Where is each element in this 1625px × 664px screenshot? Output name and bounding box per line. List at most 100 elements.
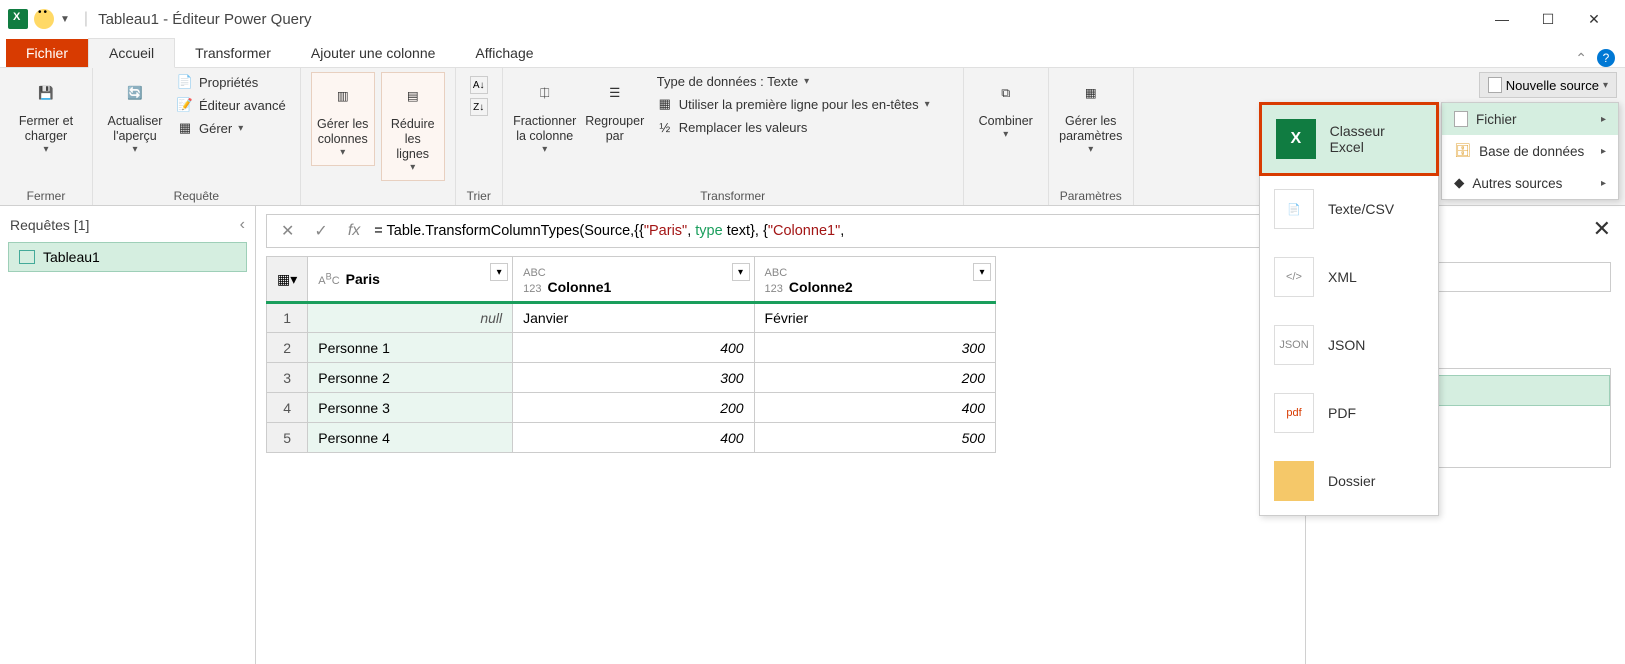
qat-dropdown-icon[interactable]: ▼ [60,14,70,25]
group-query-label: Requête [103,187,290,203]
submenu-file[interactable]: Fichier ▸ [1442,103,1618,135]
source-text-csv[interactable]: 📄 Texte/CSV [1260,175,1438,243]
properties-button[interactable]: 📄Propriétés [173,72,290,92]
document-icon [1488,77,1502,93]
rows-icon: ▤ [396,79,430,113]
manage-icon: ▦ [177,120,193,136]
replace-icon: ½ [657,119,673,135]
smiley-icon[interactable] [34,9,54,29]
group-columns: ▥ Gérer les colonnes ▾ ▤ Réduire les lig… [301,68,456,205]
cancel-formula-icon[interactable]: ✕ [275,221,300,241]
tab-add-column[interactable]: Ajouter une colonne [291,39,456,67]
table-icon: ▦ [657,96,673,112]
new-source-submenu: Fichier ▸ 🗄Base de données ▸ ◆Autres sou… [1441,102,1619,200]
refresh-icon: 🔄 [118,76,152,110]
manage-button[interactable]: ▦Gérer ▾ [173,118,290,138]
filter-dropdown-icon[interactable]: ▾ [973,263,991,281]
submenu-other[interactable]: ◆Autres sources ▸ [1442,167,1618,199]
reduce-rows-label: Réduire les lignes [386,117,440,162]
source-folder[interactable]: Dossier [1260,447,1438,515]
window-title: Tableau1 - Éditeur Power Query [98,11,311,28]
source-excel-workbook[interactable]: X Classeur Excel [1259,102,1439,176]
collapse-ribbon-icon[interactable]: ⌃ [1575,50,1587,67]
grid-row[interactable]: 4 Personne 3 200 400 [267,393,996,423]
minimize-button[interactable]: — [1479,3,1525,35]
split-icon: ⎅ [528,76,562,110]
refresh-preview-button[interactable]: 🔄 Actualiser l'aperçu ▾ [103,72,167,160]
excel-app-icon [8,9,28,29]
source-json[interactable]: JSON JSON [1260,311,1438,379]
grid-row[interactable]: 5 Personne 4 400 500 [267,423,996,453]
group-close: 💾 Fermer et charger ▾ Fermer [0,68,93,205]
first-row-headers-button[interactable]: ▦Utiliser la première ligne pour les en-… [653,94,953,114]
ribbon-tabs: Fichier Accueil Transformer Ajouter une … [0,38,1625,68]
queries-header: Requêtes [1] ‹ [8,212,247,238]
any-type-icon: ABC123 [765,267,788,295]
other-sources-icon: ◆ [1454,175,1464,191]
formula-text[interactable]: = Table.TransformColumnTypes(Source,{{"P… [374,223,844,239]
submenu-database[interactable]: 🗄Base de données ▸ [1442,135,1618,167]
queries-pane: Requêtes [1] ‹ Tableau1 [0,206,256,664]
json-icon: JSON [1274,325,1314,365]
manage-columns-button[interactable]: ▥ Gérer les colonnes ▾ [311,72,375,166]
query-item-tableau1[interactable]: Tableau1 [8,242,247,272]
column-header-colonne1[interactable]: ABC123Colonne1▾ [513,257,754,303]
groupby-icon: ☰ [598,76,632,110]
data-type-button[interactable]: Type de données : Texte ▾ [653,72,953,91]
grid-row[interactable]: 1 null Janvier Février [267,303,996,333]
group-close-label: Fermer [10,187,82,203]
grid-row[interactable]: 2 Personne 1 400 300 [267,333,996,363]
filter-dropdown-icon[interactable]: ▾ [490,263,508,281]
group-transform: ⎅ Fractionner la colonne ▾ ☰ Regrouper p… [503,68,964,205]
group-params: ▦ Gérer les paramètres ▾ Paramètres [1049,68,1134,205]
group-query: 🔄 Actualiser l'aperçu ▾ 📄Propriétés 📝Édi… [93,68,301,205]
source-xml[interactable]: </> XML [1260,243,1438,311]
new-source-button[interactable]: Nouvelle source ▾ [1479,72,1617,98]
replace-values-button[interactable]: ½Remplacer les valeurs [653,117,953,137]
new-source-menu: X Classeur Excel 📄 Texte/CSV </> XML JSO… [1259,102,1439,516]
tab-view[interactable]: Affichage [455,39,553,67]
pdf-icon: pdf [1274,393,1314,433]
folder-icon [1274,461,1314,501]
any-type-icon: ABC123 [523,267,546,295]
separator: | [84,10,88,28]
data-preview: ✕ ✓ fx = Table.TransformColumnTypes(Sour… [256,206,1305,664]
column-header-paris[interactable]: ABCParis▾ [308,257,513,303]
advanced-editor-button[interactable]: 📝Éditeur avancé [173,95,290,115]
close-load-button[interactable]: 💾 Fermer et charger ▾ [10,72,82,160]
columns-icon: ▥ [326,79,360,113]
tab-home[interactable]: Accueil [88,38,175,68]
formula-bar: ✕ ✓ fx = Table.TransformColumnTypes(Sour… [266,214,1295,248]
filter-dropdown-icon[interactable]: ▾ [732,263,750,281]
close-window-button[interactable]: ✕ [1571,3,1617,35]
close-load-label: Fermer et charger [19,114,73,144]
grid-corner[interactable]: ▦▾ [267,257,308,303]
fx-icon[interactable]: fx [342,222,366,240]
grid-row[interactable]: 3 Personne 2 300 200 [267,363,996,393]
sort-desc-icon[interactable]: Z↓ [470,98,488,116]
group-sort-label: Trier [466,187,492,203]
tab-file[interactable]: Fichier [6,39,88,67]
chevron-right-icon: ▸ [1601,114,1606,125]
group-transform-label: Transformer [513,187,953,203]
column-header-colonne2[interactable]: ABC123Colonne2▾ [754,257,995,303]
combine-button[interactable]: ⧉ Combiner ▾ [974,72,1038,145]
reduce-rows-button[interactable]: ▤ Réduire les lignes ▾ [381,72,445,181]
help-icon[interactable]: ? [1597,49,1615,67]
source-pdf[interactable]: pdf PDF [1260,379,1438,447]
maximize-button[interactable]: ☐ [1525,3,1571,35]
manage-params-button[interactable]: ▦ Gérer les paramètres ▾ [1059,72,1123,160]
params-icon: ▦ [1074,76,1108,110]
chevron-right-icon: ▸ [1601,146,1606,157]
accept-formula-icon[interactable]: ✓ [308,221,333,241]
close-settings-icon[interactable]: ✕ [1593,216,1611,242]
group-params-label: Paramètres [1059,187,1123,203]
sort-asc-icon[interactable]: A↓ [470,76,488,94]
tab-transform[interactable]: Transformer [175,39,291,67]
split-column-button[interactable]: ⎅ Fractionner la colonne ▾ [513,72,577,160]
text-type-icon: ABC [318,275,339,287]
collapse-queries-icon[interactable]: ‹ [240,216,245,234]
group-by-button[interactable]: ☰ Regrouper par [583,72,647,148]
combine-icon: ⧉ [989,76,1023,110]
database-icon: 🗄 [1454,143,1471,159]
